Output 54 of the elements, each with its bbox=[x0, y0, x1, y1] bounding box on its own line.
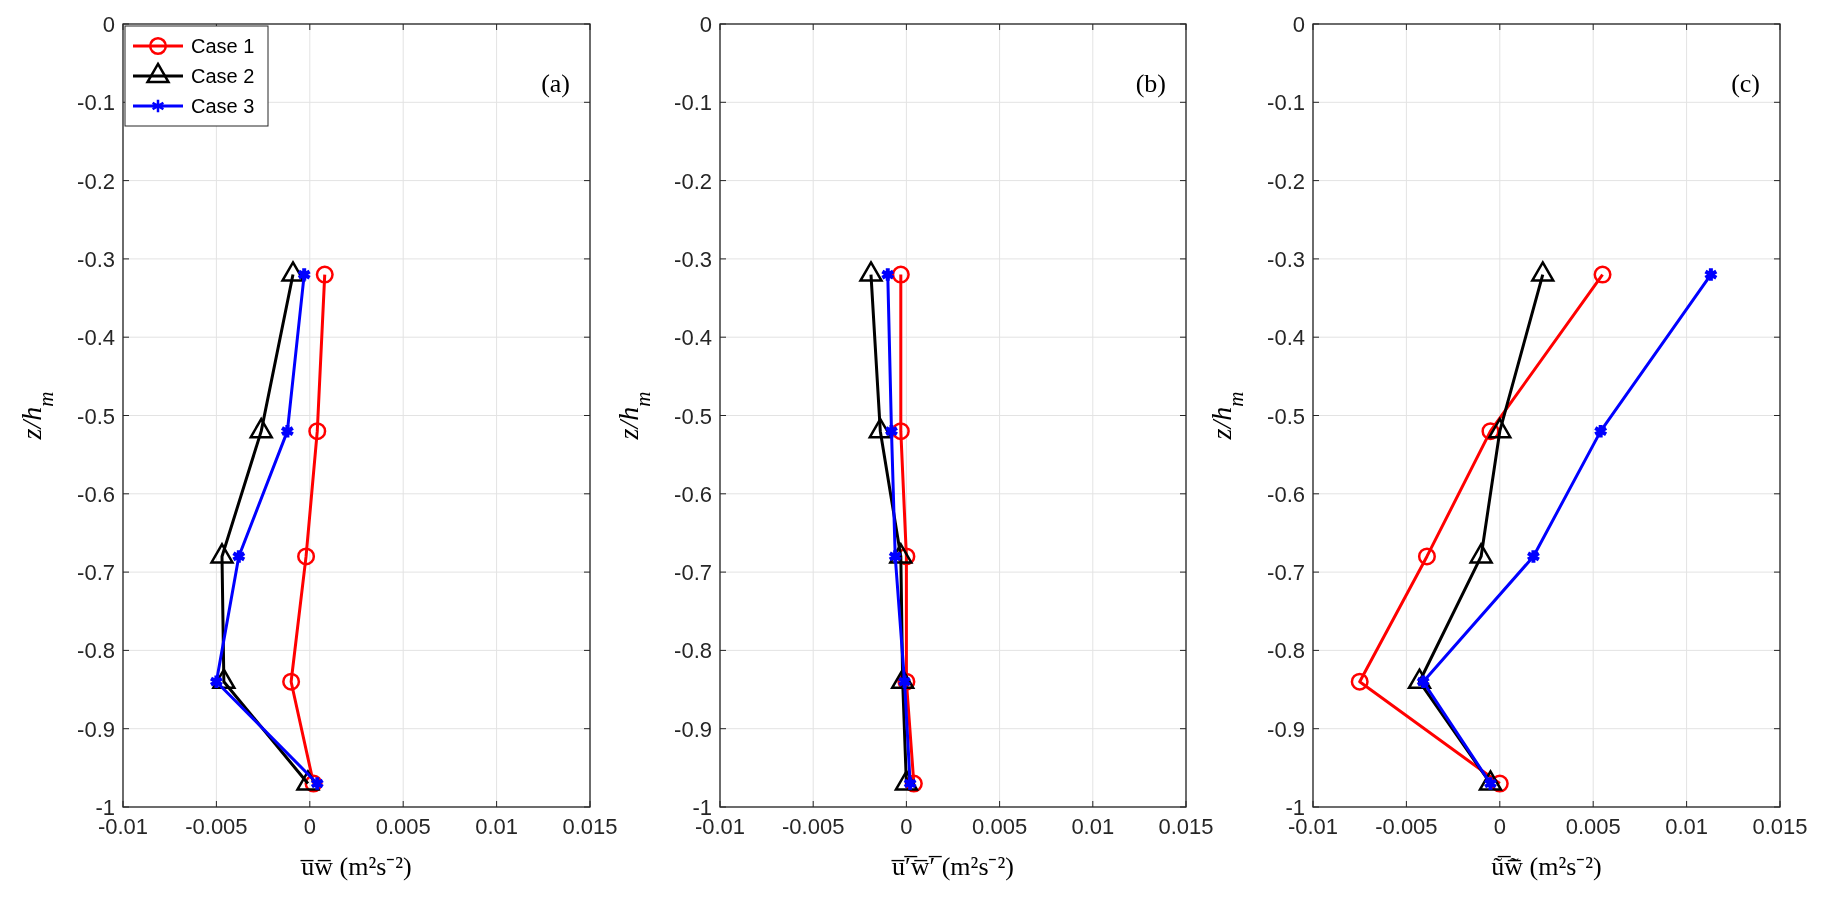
y-tick-label: -0.3 bbox=[77, 246, 115, 272]
x-tick-label: 0.01 bbox=[475, 814, 519, 839]
x-tick-label: 0 bbox=[303, 814, 316, 839]
y-tick-label: -0.1 bbox=[674, 90, 712, 116]
y-tick-label: -0.8 bbox=[674, 638, 712, 664]
y-tick-label: -0.1 bbox=[77, 90, 115, 116]
y-tick-label: -0.7 bbox=[77, 560, 115, 586]
legend-label: Case 1 bbox=[191, 35, 255, 57]
y-tick-label: -0.5 bbox=[1267, 403, 1305, 429]
x-tick-label: 0.01 bbox=[1071, 814, 1115, 839]
annotation: (c) bbox=[1731, 69, 1760, 98]
x-tick-label: 0 bbox=[900, 814, 913, 839]
y-tick-label: -0.9 bbox=[77, 716, 115, 742]
y-tick-label: -0.3 bbox=[1267, 246, 1305, 272]
y-tick-label: -0.1 bbox=[1267, 90, 1305, 116]
y-tick-label: -0.6 bbox=[1267, 481, 1305, 507]
y-tick-label: -0.5 bbox=[77, 403, 115, 429]
x-tick-label: 0.005 bbox=[375, 814, 431, 839]
y-tick-label: -0.6 bbox=[77, 481, 115, 507]
y-tick-label: -0.8 bbox=[77, 638, 115, 664]
y-tick-label: -0.2 bbox=[77, 168, 115, 194]
y-tick-label: -0.4 bbox=[77, 325, 115, 351]
y-tick-label: -0.4 bbox=[1267, 325, 1305, 351]
annotation: (a) bbox=[541, 69, 570, 98]
y-tick-label: -0.4 bbox=[674, 325, 712, 351]
x-tick-label: 0 bbox=[1493, 814, 1506, 839]
y-tick-label: -0.9 bbox=[674, 716, 712, 742]
y-tick-label: -0.9 bbox=[1267, 716, 1305, 742]
legend-label: Case 2 bbox=[191, 65, 255, 87]
y-tick-label: -0.7 bbox=[674, 560, 712, 586]
x-tick-label: 0.015 bbox=[1158, 814, 1214, 839]
y-tick-label: -0.8 bbox=[1267, 638, 1305, 664]
y-tick-label: -0.2 bbox=[674, 168, 712, 194]
x-tick-label: -0.005 bbox=[782, 814, 845, 839]
legend-label: Case 3 bbox=[191, 95, 255, 117]
y-tick-label: 0 bbox=[102, 12, 115, 37]
x-axis-title: u̅′̅w̅′̅ (m²s⁻²) bbox=[890, 852, 1014, 881]
y-tick-label: 0 bbox=[1292, 12, 1305, 37]
annotation: (b) bbox=[1135, 69, 1166, 98]
x-tick-label: -0.005 bbox=[185, 814, 248, 839]
y-tick-label: -0.2 bbox=[1267, 168, 1305, 194]
x-tick-label: 0.01 bbox=[1665, 814, 1709, 839]
x-tick-label: 0.015 bbox=[562, 814, 618, 839]
x-axis-title: ũ̅w̃̅ (m²s⁻²) bbox=[1491, 852, 1602, 881]
y-tick-label: -0.7 bbox=[1267, 560, 1305, 586]
y-tick-label: -0.5 bbox=[674, 403, 712, 429]
x-tick-label: 0.015 bbox=[1752, 814, 1808, 839]
x-tick-label: 0.005 bbox=[972, 814, 1028, 839]
x-tick-label: -0.005 bbox=[1375, 814, 1438, 839]
x-axis-title: u̅w̅ (m²s⁻²) bbox=[300, 852, 412, 881]
y-tick-label: 0 bbox=[699, 12, 712, 37]
y-tick-label: -0.6 bbox=[674, 481, 712, 507]
y-tick-label: -0.3 bbox=[674, 246, 712, 272]
x-tick-label: 0.005 bbox=[1565, 814, 1621, 839]
